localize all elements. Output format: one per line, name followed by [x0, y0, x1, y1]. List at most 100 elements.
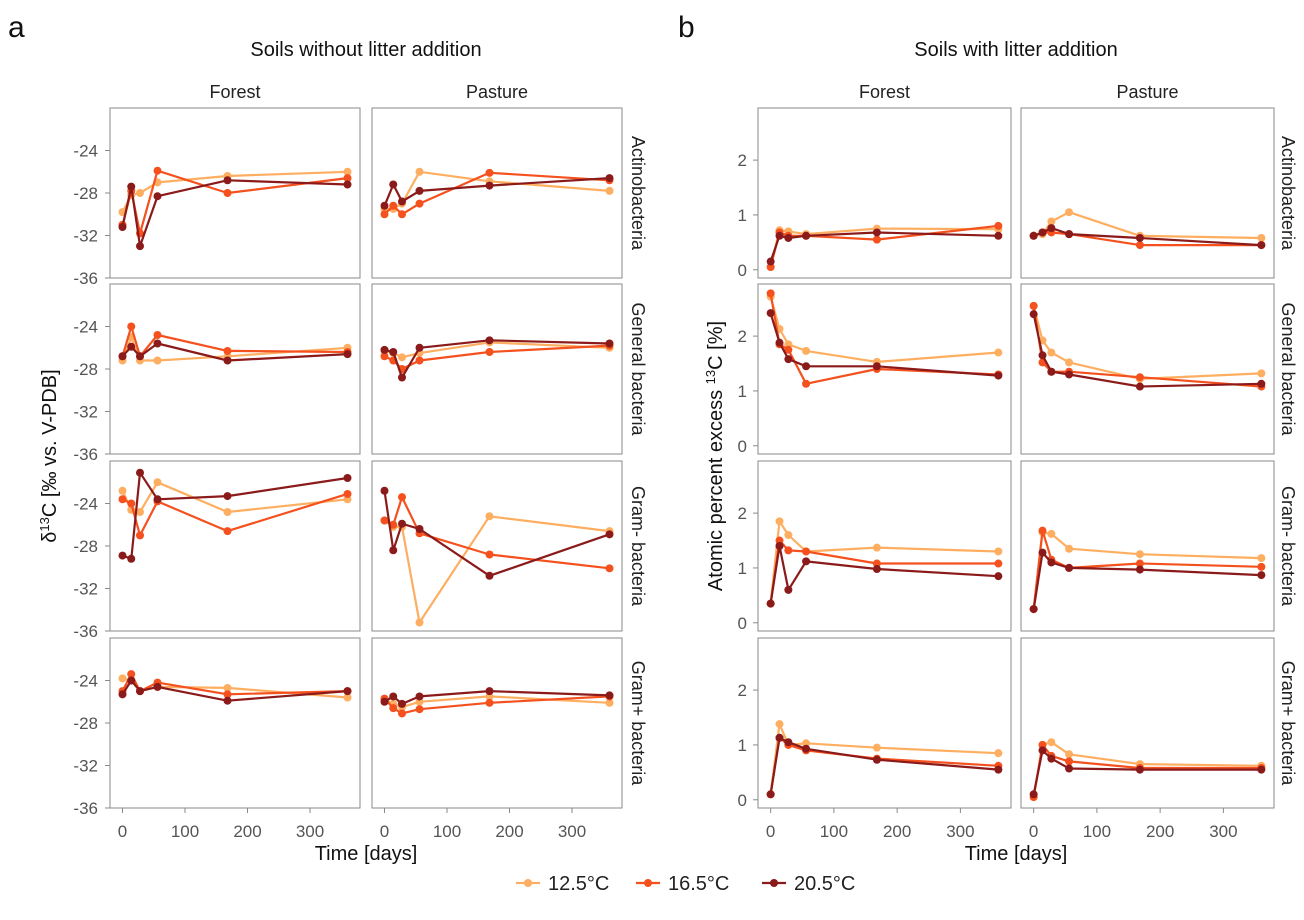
data-point — [802, 346, 811, 355]
data-point — [343, 174, 352, 183]
x-tick-label: 100 — [820, 822, 848, 841]
y-tick-label: -32 — [73, 403, 98, 422]
legend-swatch-point — [524, 879, 532, 887]
facet-frame — [371, 460, 623, 632]
y-tick-label: -32 — [73, 757, 98, 776]
data-point — [485, 181, 494, 190]
data-point — [415, 692, 424, 701]
facet-b-general-bacteria-pasture — [1020, 283, 1275, 455]
data-point — [485, 571, 494, 580]
data-point — [398, 699, 406, 708]
y-tick-label: 0 — [738, 261, 747, 280]
data-point — [1135, 765, 1144, 774]
data-point — [1135, 565, 1144, 574]
series-line-20-5-c — [1032, 749, 1262, 795]
data-point — [485, 348, 494, 356]
data-point — [802, 739, 811, 748]
data-point — [775, 733, 784, 742]
facet-b-gram-bacteria-forest — [757, 460, 1012, 632]
data-point — [118, 352, 127, 361]
data-point — [872, 559, 881, 568]
data-point — [223, 696, 232, 705]
y-tick-label: -24 — [73, 318, 98, 337]
panel-label-b: b — [678, 11, 695, 44]
series-line-16-5-c — [121, 325, 348, 358]
y-tick-label: 1 — [738, 559, 747, 578]
data-point — [398, 709, 406, 718]
y-tick-label: 1 — [738, 382, 747, 401]
facet-frame — [371, 283, 623, 455]
y-tick-label: 1 — [738, 206, 747, 225]
data-point — [136, 242, 144, 251]
data-point — [1065, 750, 1074, 759]
chart-a-row-label-actinobacteria: Actinobacteria — [628, 136, 648, 251]
data-point — [153, 192, 162, 201]
facet-frame — [1020, 107, 1275, 279]
data-point — [1135, 550, 1144, 559]
data-point — [118, 674, 127, 683]
x-tick-label: 300 — [558, 822, 586, 841]
chart-b-column-label-forest: Forest — [859, 82, 910, 102]
facet-a-actinobacteria-pasture — [371, 107, 623, 279]
data-point — [1257, 241, 1266, 250]
series-line-20-5-c — [121, 179, 348, 248]
chart-a-row-label-gram-bacteria: Gram- bacteria — [628, 486, 648, 607]
facet-frame — [1020, 460, 1275, 632]
facet-frame — [757, 460, 1012, 632]
data-point — [766, 263, 775, 272]
data-point — [1135, 559, 1144, 568]
data-point — [872, 743, 881, 752]
data-point — [1065, 358, 1074, 367]
data-point — [1065, 764, 1074, 773]
data-point — [153, 478, 162, 487]
data-point — [872, 362, 881, 371]
data-point — [872, 543, 881, 552]
facet-a-gram-bacteria-forest — [109, 460, 361, 632]
facet-a-general-bacteria-pasture — [371, 283, 623, 455]
data-point — [1047, 754, 1056, 763]
series-line-20-5-c — [769, 231, 999, 262]
x-tick-label: 0 — [1029, 822, 1038, 841]
y-tick-label: 2 — [738, 681, 747, 700]
data-point — [153, 356, 162, 365]
data-point — [398, 493, 406, 502]
data-point — [343, 687, 352, 696]
series-line-12-5-c — [769, 520, 999, 604]
facet-b-gram-bacteria-forest — [757, 637, 1012, 809]
data-point — [415, 343, 424, 352]
data-point — [1135, 382, 1144, 391]
facet-frame — [109, 107, 361, 279]
data-point — [223, 527, 232, 536]
data-point — [775, 517, 784, 526]
x-tick-label: 0 — [380, 822, 389, 841]
data-point — [389, 546, 398, 555]
facet-a-gram-bacteria-pasture — [371, 637, 623, 809]
series-line-20-5-c — [1032, 313, 1262, 388]
series-line-20-5-c — [1032, 551, 1262, 610]
data-point — [380, 210, 389, 219]
data-point — [1038, 351, 1047, 360]
series-line-20-5-c — [383, 490, 610, 577]
data-point — [153, 682, 162, 691]
data-point — [1047, 738, 1056, 747]
data-point — [994, 547, 1003, 556]
data-point — [766, 599, 775, 608]
data-point — [223, 356, 232, 365]
data-point — [485, 512, 494, 521]
data-point — [784, 233, 793, 242]
legend-label: 16.5°C — [668, 873, 729, 895]
data-point — [136, 352, 144, 361]
data-point — [223, 492, 232, 501]
series-line-20-5-c — [769, 312, 999, 377]
data-point — [994, 371, 1003, 380]
chart-b-xlabel: Time [days] — [965, 843, 1068, 865]
data-point — [343, 167, 352, 176]
data-point — [415, 618, 424, 627]
facet-frame — [109, 460, 361, 632]
x-tick-label: 200 — [495, 822, 523, 841]
data-point — [784, 340, 793, 349]
data-point — [398, 353, 406, 362]
data-point — [415, 525, 424, 533]
data-point — [136, 468, 144, 477]
data-point — [1065, 208, 1074, 217]
